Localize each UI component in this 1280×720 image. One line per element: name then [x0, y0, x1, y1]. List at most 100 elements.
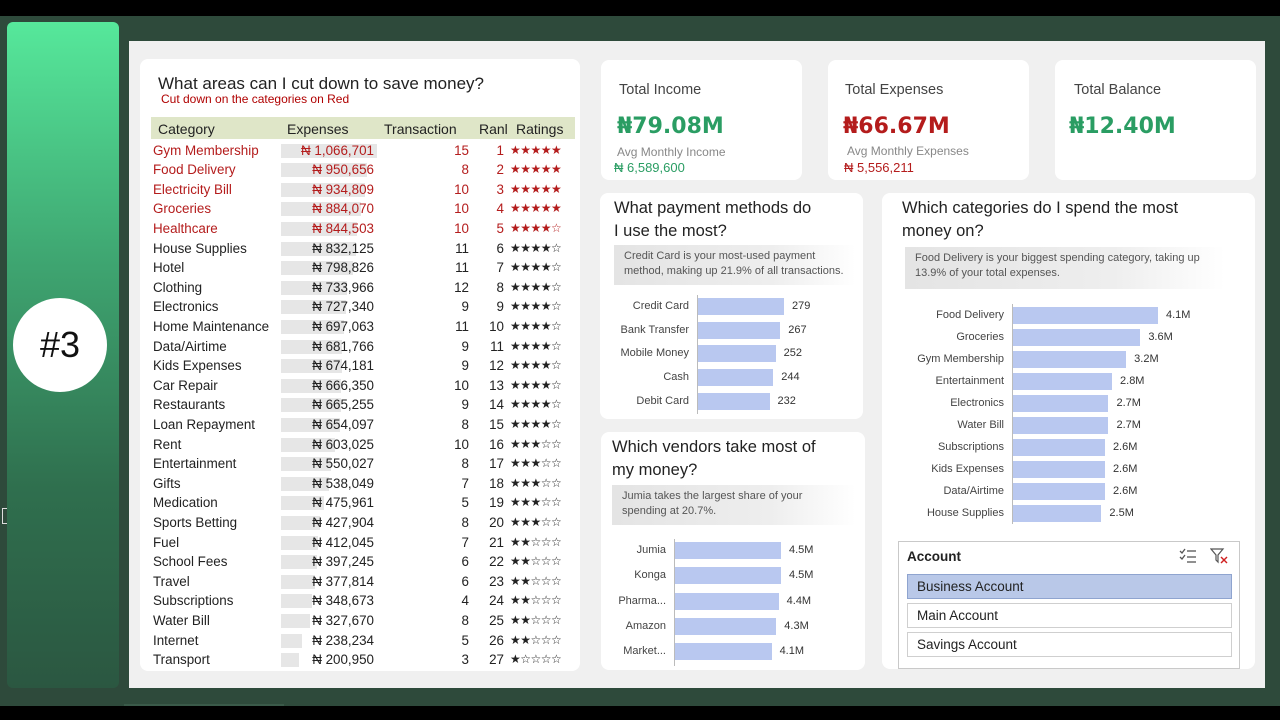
- table-row[interactable]: Gym Membership ₦ 1,066,701 15 1 ★★★★★: [151, 141, 575, 161]
- row-transactions: 10: [454, 201, 469, 217]
- table-row[interactable]: Loan Repayment ₦ 654,097 8 15 ★★★★☆: [151, 415, 575, 435]
- table-row[interactable]: Hotel ₦ 798,826 11 7 ★★★★☆: [151, 258, 575, 278]
- bar[interactable]: [1013, 329, 1141, 346]
- row-rating-stars: ★★★★★: [510, 201, 562, 216]
- row-rating-stars: ★★☆☆☆: [510, 612, 562, 627]
- row-category: Groceries: [153, 201, 212, 217]
- clear-filter-icon[interactable]: [1209, 547, 1228, 565]
- row-expenses: ₦ 397,245: [312, 554, 374, 570]
- bar[interactable]: [698, 392, 770, 410]
- expense-data-bar: [281, 182, 366, 197]
- header-expenses[interactable]: Expenses: [287, 121, 349, 137]
- expense-data-bar: [281, 653, 300, 668]
- bar-value-label: 2.7M: [1116, 397, 1141, 409]
- table-row[interactable]: Restaurants ₦ 665,255 9 14 ★★★★☆: [151, 395, 575, 415]
- bar[interactable]: [698, 321, 781, 339]
- table-row[interactable]: Healthcare ₦ 844,503 10 5 ★★★★☆: [151, 219, 575, 239]
- slicer-item-business-account[interactable]: Business Account: [907, 574, 1232, 599]
- bar[interactable]: [1013, 483, 1105, 500]
- row-rank: 8: [496, 279, 504, 295]
- bar[interactable]: [698, 369, 774, 387]
- expense-data-bar: [281, 398, 341, 413]
- row-expenses: ₦ 327,670: [312, 612, 374, 628]
- table-row[interactable]: Car Repair ₦ 666,350 10 13 ★★★★☆: [151, 376, 575, 396]
- expense-data-bar: [281, 555, 317, 570]
- table-row[interactable]: Electricity Bill ₦ 934,809 10 3 ★★★★★: [151, 180, 575, 200]
- row-transactions: 6: [461, 573, 469, 589]
- table-row[interactable]: Sports Betting ₦ 427,904 8 20 ★★★☆☆: [151, 513, 575, 533]
- row-expenses: ₦ 654,097: [312, 416, 374, 432]
- bar-value-label: 3.6M: [1148, 331, 1173, 343]
- selection-cursor: [2, 508, 7, 524]
- row-rating-stars: ★★★★☆: [510, 299, 562, 314]
- row-rating-stars: ★★★★☆: [510, 318, 562, 333]
- row-transactions: 9: [461, 397, 469, 413]
- bar-value-label: 2.5M: [1109, 507, 1134, 519]
- table-row[interactable]: Data/Airtime ₦ 681,766 9 11 ★★★★☆: [151, 337, 575, 357]
- slicer-item-savings-account[interactable]: Savings Account: [907, 632, 1232, 657]
- bar-category-label: Entertainment: [935, 375, 1004, 387]
- row-transactions: 10: [454, 436, 469, 452]
- bar[interactable]: [1013, 417, 1109, 434]
- row-expenses: ₦ 727,340: [312, 299, 374, 315]
- bar[interactable]: [1013, 307, 1158, 324]
- bar[interactable]: [675, 643, 772, 661]
- header-category[interactable]: Category: [158, 121, 215, 137]
- bar[interactable]: [675, 542, 781, 559]
- row-rank: 12: [489, 358, 504, 374]
- row-rank: 3: [496, 181, 504, 197]
- table-row[interactable]: Water Bill ₦ 327,670 8 25 ★★☆☆☆: [151, 611, 575, 631]
- table-row[interactable]: Transport ₦ 200,950 3 27 ★☆☆☆☆: [151, 650, 575, 670]
- bar-value-label: 4.5M: [789, 569, 814, 582]
- row-expenses: ₦ 798,826: [312, 260, 374, 276]
- table-row[interactable]: School Fees ₦ 397,245 6 22 ★★☆☆☆: [151, 552, 575, 572]
- table-row[interactable]: Kids Expenses ₦ 674,181 9 12 ★★★★☆: [151, 356, 575, 376]
- page-number-badge[interactable]: #3: [13, 298, 107, 392]
- table-row[interactable]: Entertainment ₦ 550,027 8 17 ★★★☆☆: [151, 454, 575, 474]
- header-rank[interactable]: Ranl: [479, 121, 508, 137]
- row-rating-stars: ★★☆☆☆: [510, 632, 562, 647]
- vendor-chart-title-line1: Which vendors take most of: [612, 438, 816, 456]
- row-category: Entertainment: [153, 456, 237, 472]
- expense-data-bar: [281, 261, 353, 276]
- table-row[interactable]: Internet ₦ 238,234 5 26 ★★☆☆☆: [151, 631, 575, 651]
- row-transactions: 10: [454, 377, 469, 393]
- bar[interactable]: [675, 567, 781, 585]
- row-expenses: ₦ 377,814: [312, 573, 374, 589]
- table-row[interactable]: Clothing ₦ 733,966 12 8 ★★★★☆: [151, 278, 575, 298]
- bar[interactable]: [1013, 351, 1127, 368]
- table-row[interactable]: Gifts ₦ 538,049 7 18 ★★★☆☆: [151, 474, 575, 494]
- row-expenses: ₦ 348,673: [312, 593, 374, 609]
- row-rank: 21: [489, 534, 504, 550]
- multi-select-icon[interactable]: [1179, 547, 1197, 565]
- row-expenses: ₦ 238,234: [312, 632, 374, 648]
- bar-value-label: 4.3M: [784, 619, 809, 632]
- table-row[interactable]: Food Delivery ₦ 950,656 8 2 ★★★★★: [151, 160, 575, 180]
- row-category: Gym Membership: [153, 142, 259, 158]
- table-row[interactable]: Travel ₦ 377,814 6 23 ★★☆☆☆: [151, 572, 575, 592]
- bar[interactable]: [1013, 373, 1113, 390]
- bar[interactable]: [1013, 439, 1105, 456]
- row-category: Hotel: [153, 260, 185, 276]
- table-row[interactable]: Home Maintenance ₦ 697,063 11 10 ★★★★☆: [151, 317, 575, 337]
- bar[interactable]: [1013, 395, 1109, 412]
- table-row[interactable]: Subscriptions ₦ 348,673 4 24 ★★☆☆☆: [151, 591, 575, 611]
- bar-category-label: Konga: [634, 569, 666, 582]
- header-ratings[interactable]: Ratings: [516, 121, 564, 137]
- slicer-item-main-account[interactable]: Main Account: [907, 603, 1232, 628]
- bar[interactable]: [675, 592, 779, 610]
- row-transactions: 15: [454, 142, 469, 158]
- bar[interactable]: [1013, 461, 1105, 478]
- bar[interactable]: [675, 617, 777, 635]
- bar[interactable]: [698, 345, 776, 363]
- bar[interactable]: [698, 298, 784, 315]
- row-transactions: 11: [455, 318, 469, 334]
- table-row[interactable]: Electronics ₦ 727,340 9 9 ★★★★☆: [151, 297, 575, 317]
- table-row[interactable]: Medication ₦ 475,961 5 19 ★★★☆☆: [151, 493, 575, 513]
- table-row[interactable]: House Supplies ₦ 832,125 11 6 ★★★★☆: [151, 239, 575, 259]
- header-transaction[interactable]: Transaction: [384, 121, 457, 137]
- bar[interactable]: [1013, 505, 1102, 522]
- table-row[interactable]: Rent ₦ 603,025 10 16 ★★★☆☆: [151, 435, 575, 455]
- table-row[interactable]: Fuel ₦ 412,045 7 21 ★★☆☆☆: [151, 533, 575, 553]
- table-row[interactable]: Groceries ₦ 884,070 10 4 ★★★★★: [151, 199, 575, 219]
